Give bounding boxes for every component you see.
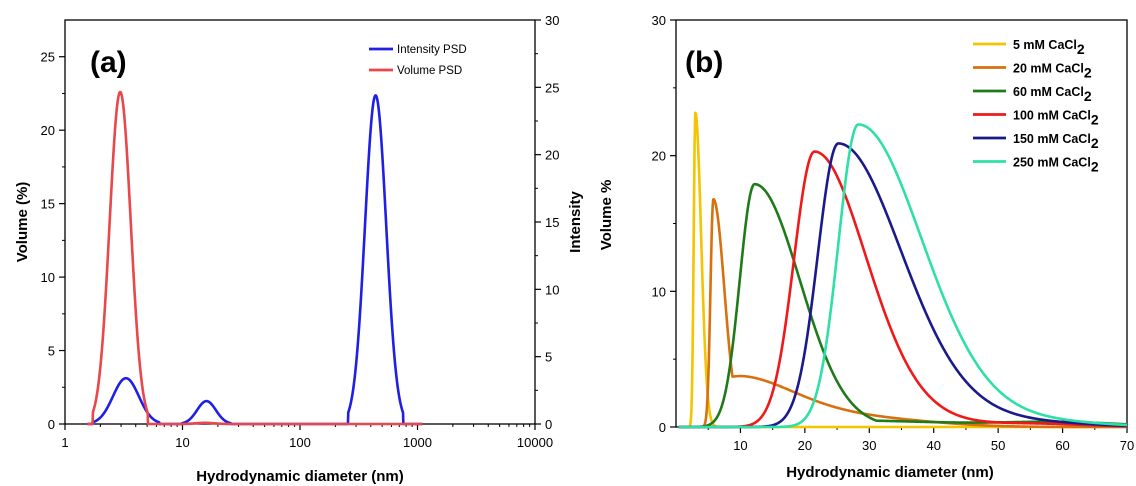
panel-a-y2-tick-label: 20 [545, 148, 559, 163]
panel-a-y2-ticks: 0 5 10 15 20 25 30 [535, 13, 559, 432]
panel-b-x-axis-title: Hydrodynamic diameter (nm) [786, 464, 994, 481]
panel-a-x-tick-label: 100 [289, 435, 311, 450]
panel-a-x-tick-label: 1000 [403, 435, 432, 450]
panel-a-x-tick-label: 10 [175, 435, 189, 450]
panel-b-legend-label: 100 mM CaCl2 [1013, 109, 1099, 128]
panel-a-series [86, 90, 424, 426]
panel-a-y2-tick-label: 30 [545, 13, 559, 28]
panel-b-legend-label: 250 mM CaCl2 [1013, 156, 1099, 175]
panel-b-x-ticks: 10 20 30 40 50 60 70 [707, 427, 1134, 453]
panel-a: (a) Hydrodynamic diameter (nm) Volume (%… [14, 13, 584, 485]
panel-b-y-ticks: 0 10 20 30 [652, 13, 676, 435]
panel-a-y2-tick-label: 15 [545, 215, 559, 230]
panel-a-y-tick-label: 20 [41, 123, 55, 138]
panel-a-y2-axis-title: Intensity [567, 191, 584, 253]
panel-b-x-tick-label: 30 [862, 438, 876, 453]
panel-b-legend-label-subscript: 2 [1091, 135, 1099, 151]
panel-b-legend-label-text: 250 mM CaCl [1013, 156, 1091, 170]
panel-b-x-tick-label: 40 [926, 438, 940, 453]
panel-b-legend-label-subscript: 2 [1084, 88, 1092, 104]
panel-a-x-axis-title: Hydrodynamic diameter (nm) [196, 468, 404, 485]
panel-a-y-tick-label: 0 [48, 417, 55, 432]
panel-b-legend-label: 5 mM CaCl2 [1013, 38, 1085, 57]
panel-a-y2-tick-label: 10 [545, 282, 559, 297]
panel-b-x-tick-label: 10 [733, 438, 747, 453]
panel-b-legend-label-subscript: 2 [1091, 159, 1099, 175]
panel-a-label: (a) [90, 46, 127, 79]
panel-b-series-line-3 [677, 182, 1128, 429]
panel-a-y-ticks: 0 5 10 15 20 25 [41, 50, 65, 432]
panel-b-legend-label-text: 5 mM CaCl [1013, 38, 1077, 52]
panel-b-series-line-6 [677, 123, 1128, 429]
panel-b-y-axis-title: Volume % [598, 180, 615, 251]
panel-b-series [677, 111, 1128, 429]
panel-a-series-line-1 [86, 94, 424, 426]
panel-b-legend-label-text: 100 mM CaCl [1013, 109, 1091, 123]
panel-a-y-tick-label: 5 [48, 344, 55, 359]
panel-a-legend-label: Volume PSD [397, 65, 462, 77]
panel-a-y-axis-title: Volume (%) [14, 182, 31, 263]
panel-a-y-tick-label: 10 [41, 270, 55, 285]
panel-a-legend-label: Intensity PSD [397, 44, 467, 56]
panel-b-x-tick-label: 50 [991, 438, 1005, 453]
panel-a-legend: Intensity PSD Volume PSD [369, 44, 467, 77]
panel-b: (b) Hydrodynamic diameter (nm) Volume % … [598, 13, 1134, 481]
panel-a-y2-tick-label: 0 [545, 417, 552, 432]
panel-b-x-tick-label: 20 [798, 438, 812, 453]
panel-b-y-tick-label: 30 [652, 13, 666, 28]
panel-b-legend-label-subscript: 2 [1084, 65, 1092, 81]
panel-b-legend-label-text: 60 mM CaCl [1013, 85, 1084, 99]
panel-b-legend-label-text: 150 mM CaCl [1013, 132, 1091, 146]
panel-b-label: (b) [685, 46, 723, 79]
panel-b-y-tick-label: 20 [652, 149, 666, 164]
panel-a-y-tick-label: 25 [41, 50, 55, 65]
panel-b-x-tick-label: 70 [1120, 438, 1134, 453]
panel-b-x-tick-label: 60 [1055, 438, 1069, 453]
panel-b-series-line-2 [677, 197, 1128, 429]
panel-b-legend-label-text: 20 mM CaCl [1013, 62, 1084, 76]
panel-b-plot-frame [675, 19, 1128, 428]
panel-a-plot-frame [64, 19, 536, 425]
panel-a-y2-tick-label: 5 [545, 350, 552, 365]
panel-b-legend-label: 60 mM CaCl2 [1013, 85, 1092, 104]
panel-a-y2-tick-label: 25 [545, 80, 559, 95]
panel-b-legend-label: 150 mM CaCl2 [1013, 132, 1099, 151]
panel-b-legend-label-subscript: 2 [1091, 112, 1099, 128]
panel-b-y-tick-label: 0 [659, 420, 666, 435]
panel-a-x-tick-label: 10000 [517, 435, 553, 450]
panel-a-series-line-2 [86, 90, 424, 426]
panel-b-y-tick-label: 10 [652, 284, 666, 299]
panel-b-series-line-4 [677, 150, 1128, 429]
panel-a-x-ticks: 1 10 100 1000 10000 [61, 424, 553, 450]
panel-b-legend-label-subscript: 2 [1077, 41, 1085, 57]
panel-a-x-tick-label: 1 [61, 435, 68, 450]
panel-a-y-tick-label: 15 [41, 197, 55, 212]
panel-b-legend-label: 20 mM CaCl2 [1013, 62, 1092, 81]
